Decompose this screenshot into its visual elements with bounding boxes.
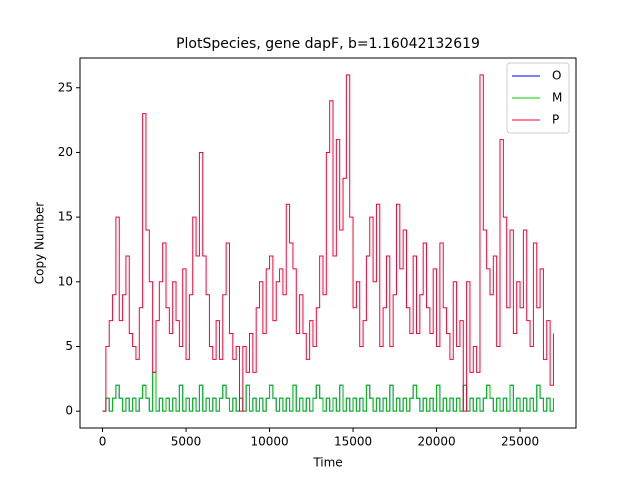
y-tick-label: 10 (58, 274, 73, 288)
x-tick-label: 0 (99, 435, 107, 449)
x-axis-label: Time (312, 456, 342, 470)
chart-title: PlotSpecies, gene dapF, b=1.16042132619 (176, 36, 480, 52)
y-tick-label: 25 (58, 80, 73, 94)
legend-label: O (552, 69, 561, 83)
x-tick-label: 25000 (501, 435, 539, 449)
x-tick-label: 15000 (334, 435, 372, 449)
y-axis-label: Copy Number (33, 202, 47, 285)
series-line (102, 74, 554, 412)
legend-label: P (552, 113, 559, 127)
y-tick-label: 20 (58, 145, 73, 159)
y-tick-label: 15 (58, 210, 73, 224)
y-tick-label: 5 (65, 339, 73, 353)
axes-frame (79, 57, 577, 429)
y-tick-label: 0 (65, 404, 73, 418)
series-line (102, 371, 554, 412)
legend-label: M (552, 91, 562, 105)
x-tick-label: 10000 (250, 435, 288, 449)
x-tick-label: 20000 (417, 435, 455, 449)
x-tick-label: 5000 (171, 435, 202, 449)
